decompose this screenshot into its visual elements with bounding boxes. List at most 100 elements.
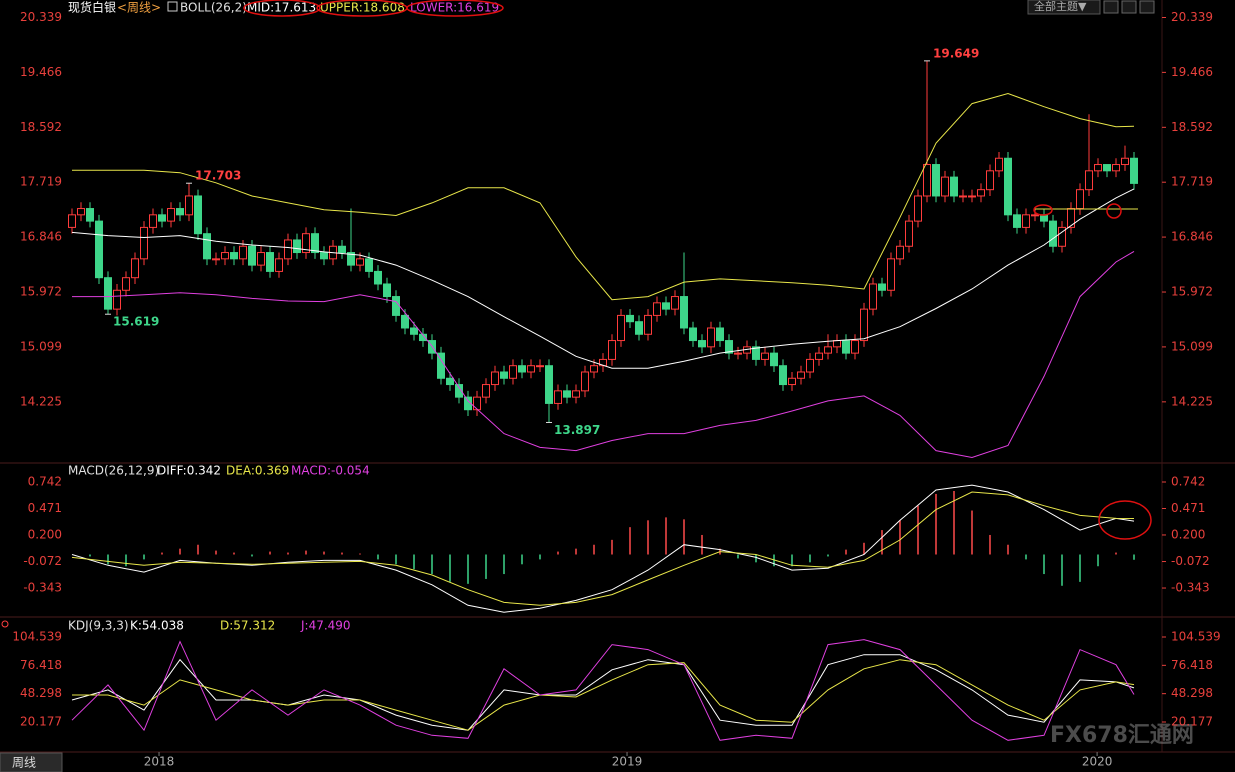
candle-body [833,340,841,348]
x-tick-label: 2020 [1082,755,1113,769]
highlight-ellipse [1098,500,1152,540]
candle-body [185,195,193,216]
candle-body [257,252,265,266]
candle-body [266,252,274,272]
candle-body [995,157,1003,172]
candle-body [338,245,346,254]
candle-body [491,371,499,386]
candle-body [194,195,202,235]
y-tick-label: 16.846 [1171,230,1213,244]
candle-body [320,252,328,260]
chart-title: 现货白银 [68,0,116,15]
legend-entry: D:57.312 [220,619,275,633]
candle-body [140,226,148,260]
marks: 现货白银 <周线> BOLL(26,2) MID:17.613 UPPER:18.608… [12,0,1220,769]
period-tab[interactable] [0,752,63,772]
legend-entry: LOWER:16.619 [410,1,499,15]
candle-body [104,277,112,310]
candle-body [869,283,877,310]
candle-body [662,302,670,310]
candle-body [725,340,733,354]
candle-body [878,283,886,291]
candle-body [572,390,580,398]
indicator-line [71,639,1135,741]
indicator-label: KDJ(9,3,3) [68,619,129,633]
candle-body [752,346,760,360]
candle-body [311,233,319,254]
y-tick-label: 76.418 [1171,658,1213,672]
candle-body [986,170,994,191]
candle-body [716,327,724,342]
highlight-ellipse [243,0,321,17]
candle-body [1130,157,1138,184]
legend-entry: DIFF:0.342 [157,464,221,478]
candle-body [131,258,139,279]
indicator-line [71,484,1135,613]
y-tick-label: -0.343 [23,581,62,595]
candle-body [1058,226,1066,247]
candle-body [851,340,859,354]
y-tick-label: 18.592 [1171,120,1213,134]
candle-body [221,252,229,260]
period-label: <周线> [117,1,161,15]
candle-body [176,208,184,216]
legend-entry: J:47.490 [300,619,351,633]
candle-body [365,258,373,272]
candle-body [545,365,553,404]
legend-entry: DEA:0.369 [226,464,289,478]
candle-body [455,384,463,398]
candle-body [482,384,490,398]
theme-button-label[interactable]: 全部主题▼ [1034,0,1087,13]
candle-body [887,258,895,291]
toolbar-icon[interactable] [1103,0,1119,14]
candle-body [527,365,535,373]
candle-body [293,239,301,254]
highlight-ellipse [406,0,504,17]
y-tick-label: 48.298 [1171,686,1213,700]
y-tick-label: 15.972 [20,285,62,299]
candle-body [509,365,517,379]
highlight-ellipse [1106,203,1122,219]
candle-body [914,195,922,222]
y-tick-label: -0.072 [23,554,62,568]
candle-body [941,176,949,197]
toolbar-icon[interactable] [1139,0,1155,14]
legend-entry: K:54.038 [130,619,184,633]
x-tick-label: 2018 [144,755,175,769]
y-tick-label: 104.539 [12,629,62,643]
candle-body [617,314,625,342]
extreme-label: 17.703 [195,169,241,183]
candle-body [158,214,166,222]
y-tick-label: 19.466 [1171,65,1213,79]
candle-body [968,195,976,198]
candle-body [392,296,400,316]
candle-body [356,258,364,266]
y-tick-label: 48.298 [20,686,62,700]
indicator-icon [1,620,9,628]
candle-body [698,340,706,348]
candle-body [248,245,256,266]
candle-body [581,371,589,392]
candle-body [653,302,661,316]
candle-body [1004,157,1012,216]
period-tab-label[interactable]: 周线 [12,756,36,770]
candle-body [1112,164,1120,172]
indicator-line [71,491,1135,606]
candle-body [347,252,355,266]
candle-body [905,220,913,247]
indicator-line [72,659,1135,731]
candle-body [707,327,715,348]
y-tick-label: 14.225 [20,394,62,408]
candle-body [239,245,247,260]
y-tick-label: 15.099 [1171,339,1213,353]
toolbar-icon[interactable] [1121,0,1137,14]
candle-body [896,245,904,260]
theme-button[interactable] [1027,0,1101,15]
candle-body [1040,214,1048,222]
candle-body [473,396,481,411]
candle-body [401,314,409,329]
candle-body [815,352,823,360]
x-tick-label: 2019 [612,755,643,769]
